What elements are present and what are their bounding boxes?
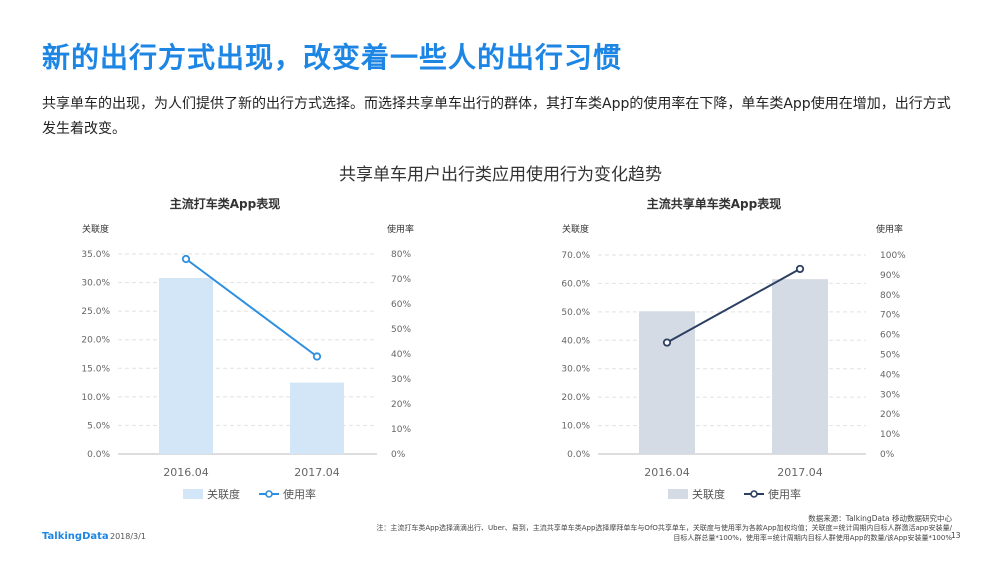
right-tick-label: 10% [391, 425, 411, 435]
legend-line-marker [265, 490, 273, 498]
footer-note: 注：主流打车类App选择滴滴出行、Uber、易到，主流共享单车类App选择摩拜单… [376, 524, 952, 542]
right-tick-label: 70% [880, 311, 900, 321]
right-axis-label: 使用率 [876, 223, 903, 235]
series-line [185, 258, 318, 358]
left-tick-label: 15.0% [81, 364, 110, 374]
left-tick-label: 0.0% [87, 450, 110, 460]
category-label: 2017.04 [294, 466, 340, 479]
category-label: 2016.04 [163, 466, 209, 479]
right-tick-label: 0% [880, 450, 895, 460]
left-tick-label: 50.0% [561, 308, 590, 318]
legend-line-marker [750, 490, 758, 498]
bar [290, 382, 344, 454]
talkingdata-logo: TalkingData [42, 531, 109, 542]
line-point [662, 338, 672, 347]
chart-title: 主流共享单车类App表现 [647, 196, 781, 211]
legend-bar-swatch [183, 489, 203, 499]
right-tick-label: 60% [880, 331, 900, 341]
right-tick-label: 30% [391, 375, 411, 385]
footer-source: 数据来源：TalkingData 移动数据研究中心 [808, 514, 952, 523]
right-tick-label: 90% [880, 271, 900, 281]
right-axis-label: 使用率 [387, 223, 414, 235]
left-tick-label: 10.0% [81, 393, 110, 403]
category-label: 2016.04 [644, 466, 690, 479]
left-tick-label: 30.0% [81, 279, 110, 289]
right-tick-label: 30% [880, 390, 900, 400]
right-tick-label: 40% [880, 370, 900, 380]
right-tick-label: 20% [880, 410, 900, 420]
right-tick-label: 100% [880, 251, 906, 261]
footer-date: 2018/3/1 [110, 532, 146, 541]
right-tick-label: 20% [391, 400, 411, 410]
line-point [181, 254, 191, 264]
right-tick-label: 10% [880, 430, 900, 440]
legend-line-label: 使用率 [768, 487, 801, 501]
bar [772, 279, 828, 454]
left-tick-label: 25.0% [81, 307, 110, 317]
left-tick-label: 30.0% [561, 365, 590, 375]
bar [639, 311, 695, 454]
right-tick-label: 80% [391, 250, 411, 260]
series-line [666, 268, 801, 344]
right-tick-label: 40% [391, 350, 411, 360]
page-title: 新的出行方式出现，改变着一些人的出行习惯 [42, 41, 623, 74]
page-description: 共享单车的出现，为人们提供了新的出行方式选择。而选择共享单车出行的群体，其打车类… [42, 96, 951, 137]
right-tick-label: 70% [391, 275, 411, 285]
left-axis-label: 关联度 [82, 223, 109, 235]
category-label: 2017.04 [777, 466, 823, 479]
left-axis-label: 关联度 [562, 223, 589, 235]
page-number: 13 [951, 531, 961, 540]
legend-line-label: 使用率 [283, 487, 316, 501]
right-tick-label: 50% [880, 351, 900, 361]
section-title: 共享单车用户出行类应用使用行为变化趋势 [339, 165, 662, 185]
chart-title: 主流打车类App表现 [170, 196, 280, 211]
left-tick-label: 35.0% [81, 250, 110, 260]
line-point [795, 264, 805, 274]
left-tick-label: 20.0% [81, 336, 110, 346]
bar [159, 278, 213, 454]
left-tick-label: 20.0% [561, 393, 590, 403]
legend-bar-swatch [668, 489, 688, 499]
legend-bar-label: 关联度 [207, 487, 240, 501]
left-tick-label: 10.0% [561, 422, 590, 432]
right-tick-label: 80% [880, 291, 900, 301]
left-tick-label: 40.0% [561, 336, 590, 346]
right-tick-label: 50% [391, 325, 411, 335]
right-tick-label: 0% [391, 450, 406, 460]
left-tick-label: 5.0% [87, 421, 110, 431]
left-tick-label: 70.0% [561, 251, 590, 261]
legend-bar-label: 关联度 [692, 487, 725, 501]
line-point [312, 352, 322, 361]
right-tick-label: 60% [391, 300, 411, 310]
left-tick-label: 60.0% [561, 279, 590, 289]
left-tick-label: 0.0% [567, 450, 590, 460]
